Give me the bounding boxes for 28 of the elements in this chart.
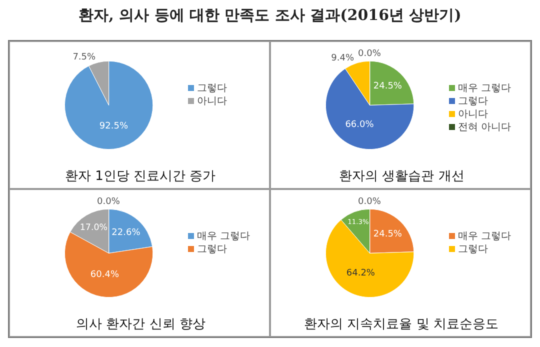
data-label: 64.2%: [346, 268, 376, 278]
legend-label: 그렇다: [457, 95, 489, 108]
legend-label: 매우 그렇다: [196, 230, 252, 243]
text: 의사 환자간 신뢰 향상: [76, 317, 206, 332]
legend-label: 매우 그렇다: [457, 82, 512, 95]
data-label: 24.5%: [373, 82, 402, 92]
legend-label: 그렇다: [196, 243, 228, 256]
text: 환자, 의사 등에 대한 만족도 조사 결과(2016년 상반기): [78, 6, 462, 25]
legend-label: 그렇다: [196, 82, 228, 95]
data-label: 24.5%: [373, 230, 402, 240]
data-label: 9.4%: [331, 53, 354, 64]
legend-label: 전혀 아니다: [457, 121, 512, 134]
data-label: 7.5%: [72, 52, 96, 63]
text: 환자의 지속치료율 및 치료순응도: [304, 317, 498, 332]
data-label: 17.0%: [80, 222, 108, 233]
data-label: 22.6%: [112, 228, 141, 238]
text: 0.0%: [97, 197, 120, 207]
legend-label: 매우 그렇다: [457, 230, 512, 243]
data-label: 66.0%: [345, 120, 374, 130]
text: 환자 1인당 진료시간 증가: [65, 169, 216, 184]
text: 환자의 생활습관 개선: [339, 169, 464, 184]
text: 0.0%: [358, 197, 381, 207]
legend-label: 그렇다: [457, 243, 489, 256]
legend-label: 아니다: [457, 108, 489, 121]
text: 0.0%: [358, 49, 381, 59]
legend-label: 아니다: [196, 95, 228, 108]
data-label: 92.5%: [99, 122, 128, 132]
data-label: 60.4%: [90, 270, 120, 280]
